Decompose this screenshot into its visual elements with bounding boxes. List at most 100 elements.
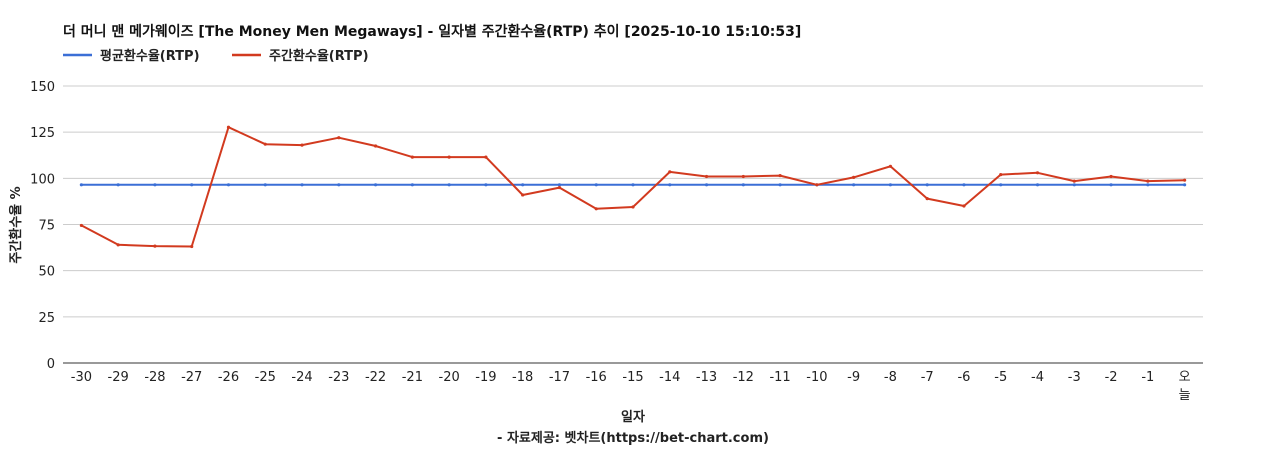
x-tick-label: -21: [402, 370, 423, 385]
y-tick-label: 100: [30, 172, 55, 187]
data-point: [447, 155, 451, 159]
x-tick-label: -30: [71, 370, 92, 385]
x-tick-label: -1: [1141, 370, 1154, 385]
data-point: [704, 183, 709, 187]
y-axis-title: 주간환수율 %: [8, 186, 24, 263]
data-point: [594, 183, 598, 187]
data-point: [999, 183, 1003, 187]
data-point: [263, 183, 267, 187]
x-tick-label: -19: [475, 370, 496, 385]
series-lines: [79, 125, 1187, 249]
data-point: [79, 183, 83, 187]
data-point: [1072, 179, 1076, 183]
data-point: [337, 183, 341, 187]
data-point: [925, 183, 929, 187]
x-tick-label: -17: [549, 370, 570, 385]
y-tick-label: 125: [30, 126, 55, 141]
data-point: [631, 205, 635, 209]
legend: 평균환수율(RTP) 주간환수율(RTP): [63, 48, 369, 64]
x-tick-label: -7: [921, 370, 934, 385]
data-point: [704, 174, 709, 179]
x-tick-label: -14: [659, 370, 680, 385]
x-tick-label: -28: [144, 370, 165, 385]
data-point: [373, 183, 378, 187]
data-point: [888, 183, 893, 187]
x-tick-label: -6: [957, 370, 970, 385]
y-tick-label: 25: [38, 311, 55, 326]
data-point: [1035, 183, 1040, 187]
data-point: [484, 155, 488, 159]
legend-label-weekly: 주간환수율(RTP): [269, 48, 369, 64]
x-tick-label: -4: [1031, 370, 1044, 385]
x-tick-label: -10: [806, 370, 827, 385]
y-tick-label: 0: [47, 357, 55, 372]
data-point: [815, 183, 819, 187]
x-tick-label: -15: [622, 370, 643, 385]
data-point: [778, 173, 782, 178]
x-tick-label: -23: [328, 370, 349, 385]
data-point: [153, 244, 157, 248]
data-point: [116, 183, 120, 187]
data-point: [263, 142, 267, 146]
data-point: [337, 136, 341, 140]
data-point: [190, 244, 194, 249]
data-point: [594, 207, 598, 211]
data-point: [226, 183, 231, 187]
data-point: [1109, 183, 1113, 187]
data-point: [153, 183, 157, 187]
data-point: [962, 183, 966, 187]
data-point: [300, 143, 304, 147]
x-tick-label: -22: [365, 370, 386, 385]
data-point: [778, 183, 782, 187]
x-tick-label: -25: [255, 370, 276, 385]
y-tick-label: 150: [30, 80, 55, 95]
x-tick-label: -5: [994, 370, 1007, 385]
data-point: [631, 183, 635, 187]
x-tick-label: -29: [108, 370, 129, 385]
data-point: [1035, 171, 1040, 175]
chart-title: 더 머니 맨 메가웨이즈 [The Money Men Megaways] - …: [63, 23, 801, 40]
data-point: [741, 174, 745, 179]
x-tick-label: -3: [1068, 370, 1081, 385]
legend-label-average: 평균환수율(RTP): [100, 48, 200, 64]
data-point: [668, 170, 672, 174]
data-point: [1183, 178, 1187, 182]
data-point: [1146, 179, 1150, 183]
x-tick-label: -20: [439, 370, 460, 385]
data-point: [1109, 174, 1113, 179]
x-axis-ticks: -30 -29 -28 -27 -26 -25 -24 -23 -22 -21 -20 -19 -18 -…: [71, 370, 1191, 403]
x-tick-label: -24: [291, 370, 312, 385]
data-point: [190, 183, 194, 187]
source-credit: - 자료제공: 벳차트(https://bet-chart.com): [497, 430, 769, 446]
x-tick-label: -26: [218, 370, 239, 385]
data-point: [79, 223, 83, 228]
data-point: [116, 243, 120, 247]
data-point: [300, 183, 304, 187]
data-point: [888, 164, 893, 168]
x-tick-label: -8: [884, 370, 897, 385]
data-point: [999, 173, 1003, 177]
gridlines: [63, 85, 1203, 318]
data-point: [410, 155, 414, 159]
data-point: [852, 183, 856, 187]
data-point: [1183, 183, 1187, 187]
data-point: [557, 183, 562, 187]
data-point: [226, 125, 231, 129]
data-point: [668, 183, 672, 187]
data-point: [521, 183, 525, 187]
x-tick-label: -2: [1105, 370, 1118, 385]
data-point: [410, 183, 414, 187]
data-point: [925, 197, 929, 201]
data-point: [1146, 183, 1150, 187]
data-point: [741, 183, 745, 187]
y-tick-label: 75: [38, 219, 55, 234]
data-point: [521, 193, 525, 197]
x-axis-title: 일자: [621, 410, 645, 425]
x-tick-label: -16: [586, 370, 607, 385]
y-tick-label: 50: [38, 265, 55, 280]
data-point: [852, 175, 856, 180]
x-tick-label: -12: [733, 370, 754, 385]
data-point: [373, 144, 378, 148]
